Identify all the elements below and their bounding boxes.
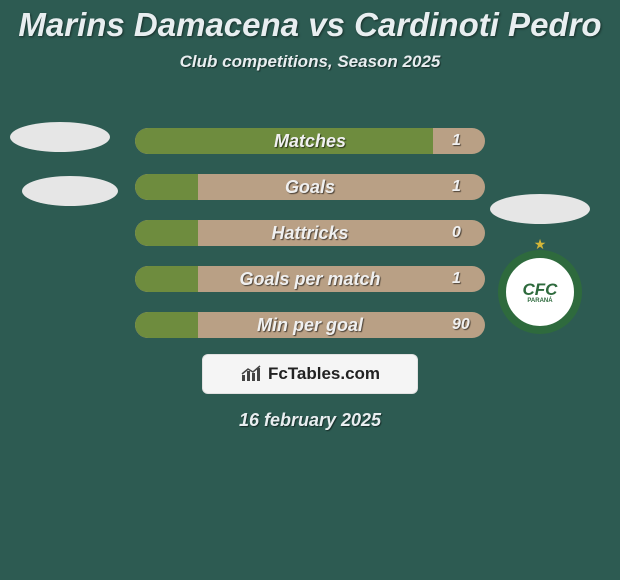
page-title: Marins Damacena vs Cardinoti Pedro <box>0 0 620 44</box>
stat-bar-track <box>198 220 485 246</box>
stat-bar: Hattricks <box>135 220 485 246</box>
subtitle: Club competitions, Season 2025 <box>0 52 620 72</box>
stat-row: 0Goals1 <box>0 164 620 210</box>
stat-value-right: 90 <box>452 316 470 334</box>
footer-badge: FcTables.com <box>202 354 418 394</box>
chart-container: Marins Damacena vs Cardinoti Pedro Club … <box>0 0 620 580</box>
stat-row: 6Matches1 <box>0 118 620 164</box>
stat-bar: Min per goal <box>135 312 485 338</box>
stat-bar-fill <box>135 266 198 292</box>
chart-icon <box>240 365 262 383</box>
stat-bar: Goals per match <box>135 266 485 292</box>
footer-badge-text: FcTables.com <box>268 364 380 384</box>
stat-bar: Goals <box>135 174 485 200</box>
stat-bar-fill <box>135 174 198 200</box>
stat-row: 0Hattricks0 <box>0 210 620 256</box>
stat-value-right: 1 <box>452 178 461 196</box>
stat-row: Min per goal90 <box>0 302 620 348</box>
stat-bar: Matches <box>135 128 485 154</box>
stat-value-right: 1 <box>452 132 461 150</box>
stat-bar-track <box>198 312 485 338</box>
stat-bar-track <box>198 174 485 200</box>
stat-bar-fill <box>135 220 198 246</box>
stat-bar-track <box>198 266 485 292</box>
stat-bar-fill <box>135 312 198 338</box>
stat-row: Goals per match1 <box>0 256 620 302</box>
chart-date: 16 february 2025 <box>0 410 620 431</box>
stat-bar-fill <box>135 128 433 154</box>
stat-value-right: 1 <box>452 270 461 288</box>
stat-value-right: 0 <box>452 224 461 242</box>
stat-rows: 6Matches10Goals10Hattricks0Goals per mat… <box>0 118 620 348</box>
